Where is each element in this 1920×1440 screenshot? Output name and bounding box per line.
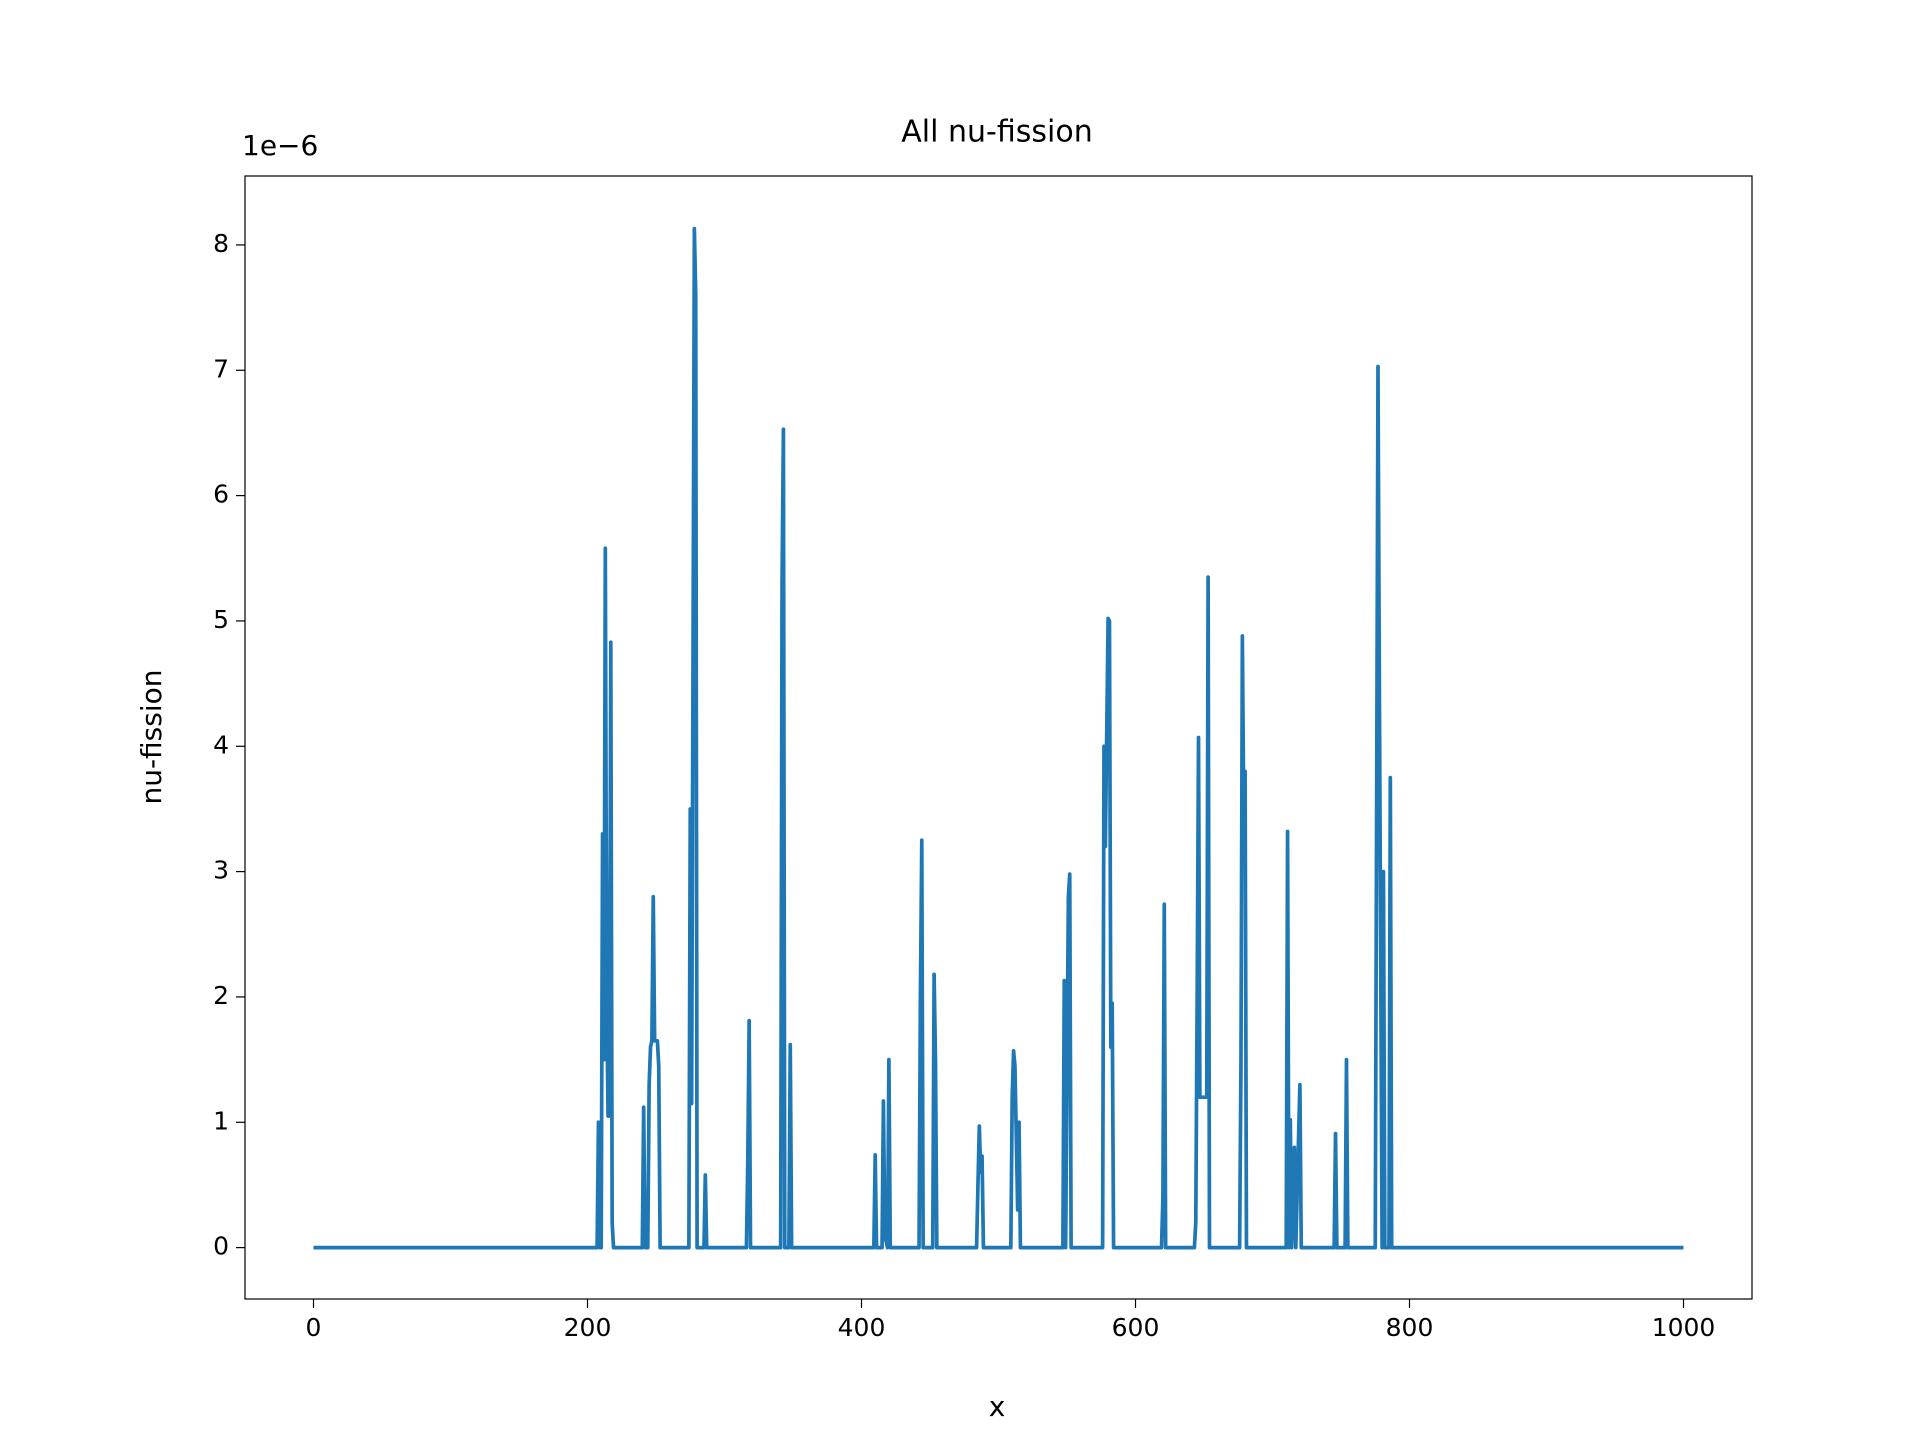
y-tick-label: 6 (213, 480, 229, 509)
chart-title: All nu-fission (901, 115, 1092, 150)
y-tick-label: 3 (213, 856, 229, 885)
x-tick-label: 0 (306, 1313, 322, 1342)
x-tick-label: 1000 (1652, 1313, 1716, 1342)
plot-frame (244, 175, 1753, 1300)
y-tick-label: 1 (213, 1106, 229, 1135)
y-axis-label: nu-fission (135, 669, 168, 804)
y-tick-label: 5 (213, 605, 229, 634)
data-line (313, 226, 1684, 1250)
x-tick-label: 200 (564, 1313, 612, 1342)
y-tick-label: 4 (213, 730, 229, 759)
y-tick-label: 8 (213, 229, 229, 258)
y-tick-label: 0 (213, 1232, 229, 1261)
x-tick-label: 400 (838, 1313, 886, 1342)
y-tick-label: 2 (213, 981, 229, 1010)
x-tick-label: 600 (1112, 1313, 1160, 1342)
x-tick-label: 800 (1386, 1313, 1434, 1342)
x-axis-label: x (989, 1390, 1006, 1423)
y-offset-text: 1e−6 (242, 129, 318, 162)
y-tick-label: 7 (213, 354, 229, 383)
